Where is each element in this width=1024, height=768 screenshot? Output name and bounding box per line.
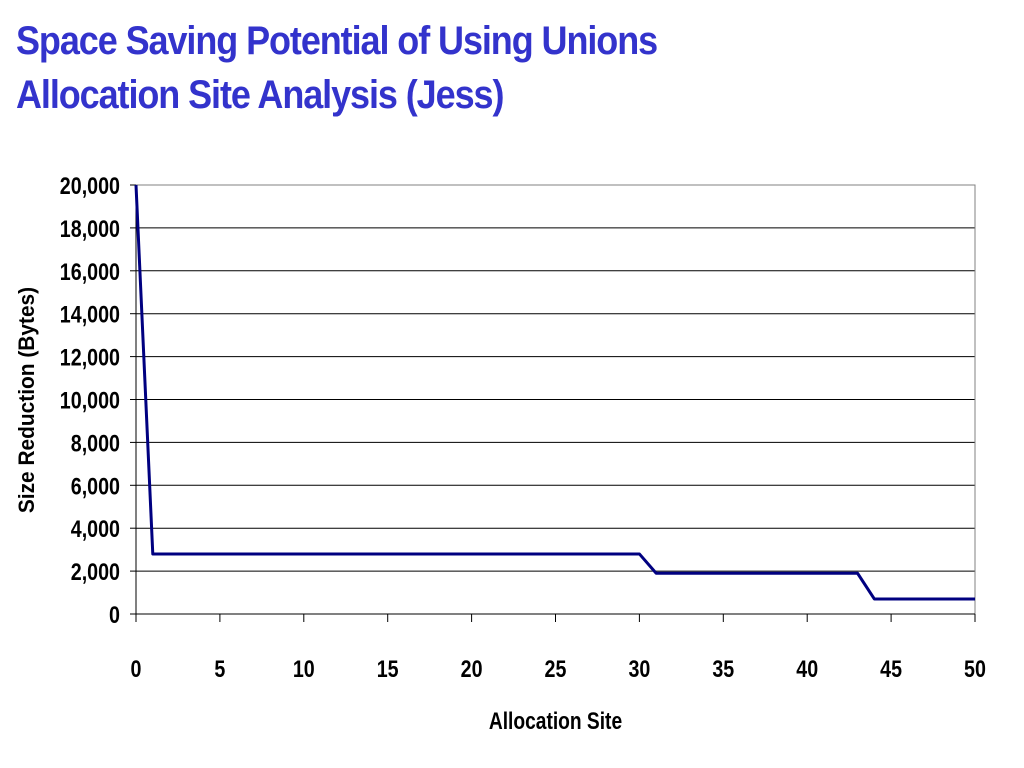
slide-title: Space Saving Potential of Using Unions A… [16,14,1006,122]
x-tick-label: 10 [293,655,315,682]
x-tick-label: 20 [461,655,483,682]
title-line-1: Space Saving Potential of Using Unions [16,19,658,63]
y-tick-label: 0 [109,601,120,628]
x-tick-label: 5 [214,655,225,682]
x-tick-label: 50 [964,655,986,682]
title-line-2: Allocation Site Analysis (Jess) [16,73,504,117]
y-tick-labels: 0 2,000 4,000 6,000 8,000 10,000 12,000 14,000 1… [60,172,120,628]
y-tick-label: 12,000 [60,344,120,371]
x-tick-labels: 0 5 10 15 20 25 30 35 40 45 50 [131,655,986,682]
x-tick-label: 35 [712,655,734,682]
y-tick-label: 10,000 [60,387,120,414]
series-line [134,184,975,601]
y-tick-label: 14,000 [60,301,120,328]
axes [130,184,976,622]
y-tick-label: 2,000 [71,558,120,585]
y-tick-label: 20,000 [60,172,120,199]
x-tick-label: 0 [131,655,142,682]
gridlines [136,184,975,572]
y-tick-label: 8,000 [71,430,120,457]
x-tick-label: 40 [796,655,818,682]
x-axis-title: Allocation Site [489,707,622,735]
y-axis-title: Size Reduction (Bytes) [15,287,40,513]
x-tick-label: 45 [880,655,902,682]
x-tick-label: 15 [377,655,399,682]
y-tick-label: 16,000 [60,258,120,285]
series-layer [134,184,976,601]
x-tick-label: 25 [545,655,567,682]
y-tick-label: 6,000 [71,472,120,499]
x-tick-label: 30 [628,655,650,682]
y-tick-label: 4,000 [71,515,120,542]
y-tick-label: 18,000 [60,215,120,242]
